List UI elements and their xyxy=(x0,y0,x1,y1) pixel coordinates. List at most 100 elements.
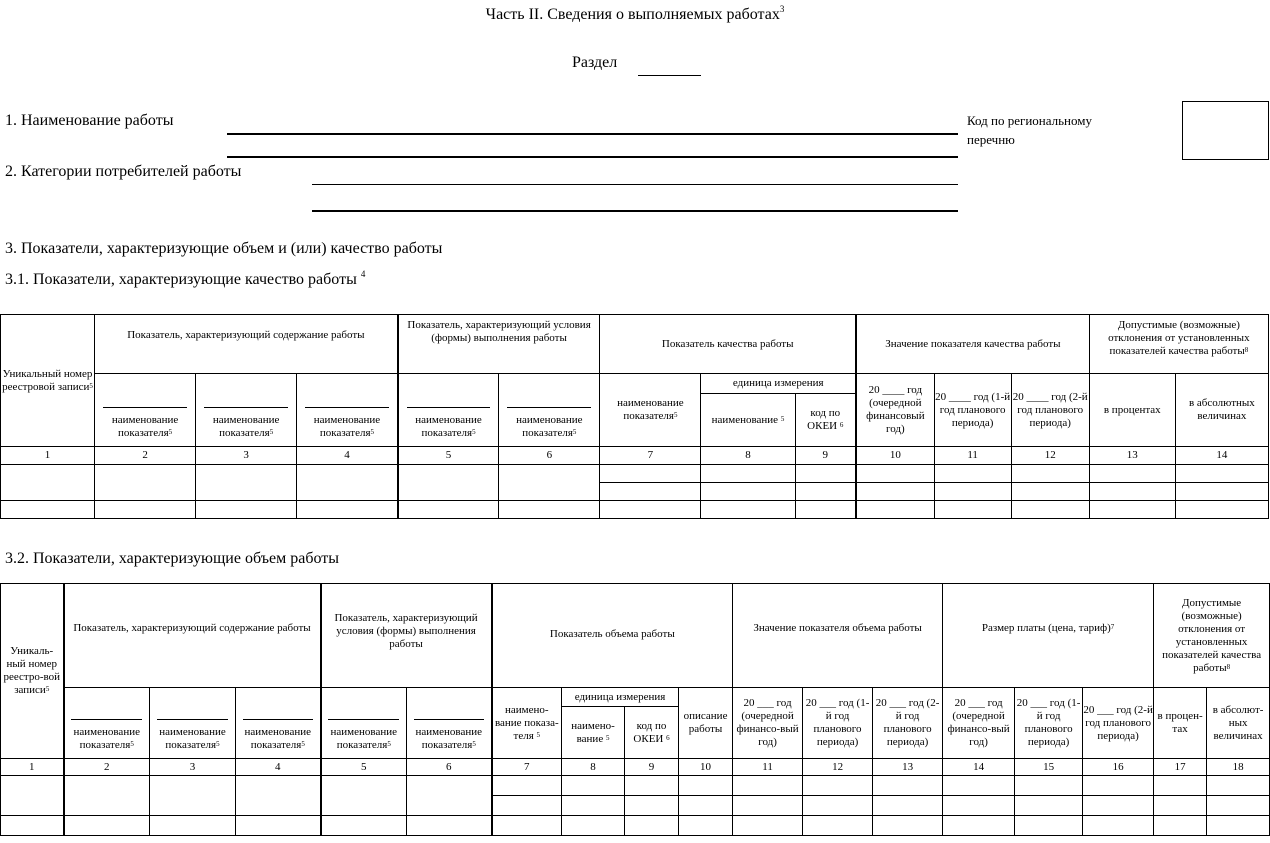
t1-cell[interactable] xyxy=(855,500,935,519)
t2-cell[interactable] xyxy=(678,815,734,836)
t1-cell[interactable] xyxy=(0,500,96,519)
t2-cell[interactable] xyxy=(561,795,626,816)
t2-cell[interactable] xyxy=(1082,815,1155,836)
t1-cell[interactable] xyxy=(933,482,1012,501)
t1-cell[interactable] xyxy=(94,464,197,501)
t2-cell[interactable] xyxy=(561,815,626,836)
t1-cell[interactable] xyxy=(933,500,1012,519)
t2-cell[interactable] xyxy=(1082,775,1155,796)
t2-cell[interactable] xyxy=(491,795,563,816)
t2-cell[interactable] xyxy=(732,775,804,796)
t1-cell[interactable] xyxy=(599,500,702,519)
t2-cell[interactable] xyxy=(234,815,322,836)
t2-cell[interactable] xyxy=(1014,815,1084,836)
t2-cell[interactable] xyxy=(149,775,236,816)
t2-cell[interactable] xyxy=(0,775,65,816)
t1-cell[interactable] xyxy=(296,464,399,501)
t1-cell[interactable] xyxy=(1010,482,1090,501)
t2-cell[interactable] xyxy=(942,775,1016,796)
t2-cell[interactable] xyxy=(678,775,734,796)
t2-cell[interactable] xyxy=(624,815,680,836)
t2-col5-header: наименование показателя5 xyxy=(320,687,408,759)
t2-cell[interactable] xyxy=(624,775,680,796)
t1-cell[interactable] xyxy=(599,464,702,483)
t2-num: 17 xyxy=(1153,758,1208,776)
t2-col18-header: в абсолют-ных величинах xyxy=(1206,687,1270,759)
t2-num: 12 xyxy=(802,758,874,776)
t2-cell[interactable] xyxy=(149,815,236,836)
t1-cell[interactable] xyxy=(94,500,197,519)
t2-cell[interactable] xyxy=(942,815,1016,836)
t2-cell[interactable] xyxy=(63,775,150,816)
t2-cell[interactable] xyxy=(1082,795,1155,816)
razdel-number-field[interactable] xyxy=(638,75,701,76)
t1-cell[interactable] xyxy=(296,500,399,519)
t1-cell[interactable] xyxy=(498,500,601,519)
work-name-field[interactable] xyxy=(227,133,958,135)
t2-cell[interactable] xyxy=(406,815,493,836)
t2-cell[interactable] xyxy=(63,815,150,836)
t2-cell[interactable] xyxy=(1014,775,1084,796)
t2-cell[interactable] xyxy=(1153,815,1208,836)
t1-conditions-header: Показатель, характеризующий условия (фор… xyxy=(397,314,601,374)
t2-cell[interactable] xyxy=(872,815,944,836)
t2-cell[interactable] xyxy=(942,795,1016,816)
t2-cell[interactable] xyxy=(872,795,944,816)
work-name-field-line2[interactable] xyxy=(227,156,958,158)
t2-cell[interactable] xyxy=(802,795,874,816)
t1-cell[interactable] xyxy=(195,464,298,501)
t2-cell[interactable] xyxy=(234,775,322,816)
t1-cell[interactable] xyxy=(794,500,858,519)
t2-cell[interactable] xyxy=(1153,775,1208,796)
t2-cell[interactable] xyxy=(732,795,804,816)
t2-cell[interactable] xyxy=(561,775,626,796)
t1-cell[interactable] xyxy=(397,500,500,519)
t2-col14-header: 20 ___ год (очередной финансо-вый год) xyxy=(942,687,1016,759)
t2-cell[interactable] xyxy=(491,775,563,796)
t1-cell[interactable] xyxy=(794,482,858,501)
t2-cell[interactable] xyxy=(1206,775,1270,796)
t1-cell[interactable] xyxy=(599,482,702,501)
t2-cell[interactable] xyxy=(320,815,408,836)
t2-cell[interactable] xyxy=(1206,815,1270,836)
t1-cell[interactable] xyxy=(195,500,298,519)
t1-col5-header: наименование показателя5 xyxy=(397,373,500,447)
t1-cell[interactable] xyxy=(700,482,796,501)
t2-cell[interactable] xyxy=(1014,795,1084,816)
t1-cell[interactable] xyxy=(1088,500,1176,519)
t1-cell[interactable] xyxy=(1088,464,1176,483)
consumers-field-line2[interactable] xyxy=(312,210,958,212)
regional-list-code-box[interactable] xyxy=(1182,101,1269,160)
t1-cell[interactable] xyxy=(700,464,796,483)
t2-cell[interactable] xyxy=(491,815,563,836)
t1-cell[interactable] xyxy=(794,464,858,483)
t1-data-row xyxy=(0,500,1270,519)
t1-cell[interactable] xyxy=(855,464,935,483)
t1-cell[interactable] xyxy=(933,464,1012,483)
t1-value-header: Значение показателя качества работы xyxy=(855,314,1090,374)
t1-num: 5 xyxy=(397,446,500,465)
t1-cell[interactable] xyxy=(498,464,601,501)
t1-cell[interactable] xyxy=(1174,464,1270,483)
t2-cell[interactable] xyxy=(678,795,734,816)
t1-cell[interactable] xyxy=(397,464,500,501)
t2-cell[interactable] xyxy=(320,775,408,816)
t1-cell[interactable] xyxy=(1010,500,1090,519)
t2-cell[interactable] xyxy=(406,775,493,816)
t2-cell[interactable] xyxy=(802,775,874,796)
t2-cell[interactable] xyxy=(872,775,944,796)
consumers-field[interactable] xyxy=(312,184,958,185)
t1-cell[interactable] xyxy=(700,500,796,519)
t2-cell[interactable] xyxy=(1153,795,1208,816)
t2-cell[interactable] xyxy=(802,815,874,836)
t2-cell[interactable] xyxy=(732,815,804,836)
t2-cell[interactable] xyxy=(0,815,65,836)
t1-cell[interactable] xyxy=(855,482,935,501)
t1-cell[interactable] xyxy=(1174,500,1270,519)
t2-cell[interactable] xyxy=(1206,795,1270,816)
t1-cell[interactable] xyxy=(1010,464,1090,483)
t1-cell[interactable] xyxy=(1174,482,1270,501)
t1-cell[interactable] xyxy=(1088,482,1176,501)
t1-cell[interactable] xyxy=(0,464,96,501)
t2-cell[interactable] xyxy=(624,795,680,816)
